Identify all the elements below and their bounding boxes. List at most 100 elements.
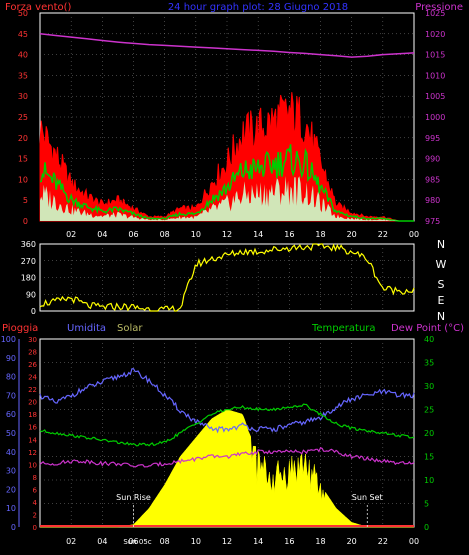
wind-tick-label: 35 xyxy=(18,71,28,80)
humidity-tick-label: 100 xyxy=(1,335,16,344)
environment-x-tick-label: 08 xyxy=(160,537,170,546)
humidity-tick-label: 0 xyxy=(11,523,16,532)
pressure-tick-label: 990 xyxy=(425,155,440,164)
dewpoint-series xyxy=(39,447,415,468)
environment-x-tick-label: 12 xyxy=(222,537,232,546)
wind-x-tick-label: 12 xyxy=(222,230,232,239)
humidity-tick-label: 30 xyxy=(6,467,16,476)
environment-x-tick-label: 02 xyxy=(66,537,76,546)
sunset-label: Sun Set xyxy=(352,493,383,502)
temperature-series xyxy=(39,403,415,447)
wind-x-tick-label: 04 xyxy=(97,230,107,239)
environment-x-tick-label: 06 xyxy=(128,537,138,546)
solar-axis-label: Solar xyxy=(117,323,143,334)
direction-tick-label: 0 xyxy=(31,307,36,316)
pressure-axis-label: Pressione xyxy=(415,2,463,13)
pressure-tick-label: 980 xyxy=(425,196,440,205)
humidity-tick-label: 10 xyxy=(6,504,16,513)
temperature-axis-label: Temperatura xyxy=(311,323,376,334)
humidity-series xyxy=(39,368,415,434)
rain-tick-label: 26 xyxy=(28,361,37,369)
pressure-tick-label: 1000 xyxy=(425,113,445,122)
wind-tick-label: 40 xyxy=(18,51,28,60)
wind-x-tick-label: 14 xyxy=(253,230,263,239)
environment-x-tick-label: 04 xyxy=(97,537,107,546)
environment-plot: 0102030405060708090100024681012141618202… xyxy=(1,335,434,546)
compass-label-n: N xyxy=(437,310,445,323)
temperature-tick-label: 10 xyxy=(424,476,434,485)
wind-pressure-panel: Forza vento() 24 hour graph plot: 28 Giu… xyxy=(5,2,463,239)
environment-x-tick-label: 10 xyxy=(191,537,201,546)
sun-time-label: Sun 05c xyxy=(123,538,151,546)
pressure-tick-label: 1025 xyxy=(425,9,445,18)
wind-x-tick-label: 18 xyxy=(315,230,325,239)
pressure-tick-label: 1005 xyxy=(425,92,445,101)
wind-plot: 0510152025303540455097598098599099510001… xyxy=(18,9,446,239)
wind-panel-title: 24 hour graph plot: 28 Giugno 2018 xyxy=(168,2,348,13)
wind-x-tick-label: 16 xyxy=(284,230,294,239)
temperature-tick-label: 35 xyxy=(424,359,434,368)
humidity-tick-label: 70 xyxy=(6,391,16,400)
sunrise-label: Sun Rise xyxy=(116,493,151,502)
environment-x-tick-label: 00 xyxy=(409,537,419,546)
wind-tick-label: 5 xyxy=(23,196,28,205)
wind-tick-label: 20 xyxy=(18,134,28,143)
temperature-tick-label: 5 xyxy=(424,500,429,509)
wind-tick-label: 25 xyxy=(18,113,28,122)
rain-tick-label: 14 xyxy=(28,436,37,444)
compass-label-n: N xyxy=(437,238,445,251)
environment-x-tick-label: 18 xyxy=(315,537,325,546)
rain-tick-label: 2 xyxy=(33,511,37,519)
environment-x-tick-label: 20 xyxy=(347,537,357,546)
humidity-tick-label: 90 xyxy=(6,354,16,363)
rain-tick-label: 22 xyxy=(28,386,37,394)
rain-tick-label: 10 xyxy=(28,461,37,469)
direction-tick-label: 90 xyxy=(26,290,36,299)
pressure-tick-label: 995 xyxy=(425,134,440,143)
compass-label-e: E xyxy=(438,294,445,307)
humidity-axis-label: Umidita xyxy=(67,323,106,334)
environment-x-tick-label: 16 xyxy=(284,537,294,546)
rain-tick-label: 20 xyxy=(28,399,37,407)
wind-x-tick-label: 10 xyxy=(191,230,201,239)
direction-tick-label: 180 xyxy=(21,274,36,283)
temperature-tick-label: 40 xyxy=(424,335,434,344)
environment-x-tick-label: 14 xyxy=(253,537,263,546)
rain-tick-label: 28 xyxy=(28,349,37,357)
wind-x-tick-label: 06 xyxy=(128,230,138,239)
pressure-tick-label: 1015 xyxy=(425,51,445,60)
wind-axis-label: Forza vento() xyxy=(5,2,72,13)
pressure-tick-label: 1020 xyxy=(425,30,445,39)
rain-tick-label: 4 xyxy=(33,499,38,507)
temperature-tick-label: 25 xyxy=(424,406,434,415)
temperature-tick-label: 20 xyxy=(424,429,434,438)
rain-tick-label: 30 xyxy=(28,336,37,344)
humidity-tick-label: 20 xyxy=(6,485,16,494)
environment-panel: Pioggia Umidita Solar Temperatura Dew Po… xyxy=(1,323,464,546)
temperature-tick-label: 15 xyxy=(424,453,434,462)
humidity-tick-label: 40 xyxy=(6,448,16,457)
wind-tick-label: 50 xyxy=(18,9,28,18)
humidity-tick-label: 50 xyxy=(6,429,16,438)
compass-label-w: W xyxy=(436,258,447,271)
rain-tick-label: 12 xyxy=(28,449,37,457)
temperature-tick-label: 0 xyxy=(424,523,429,532)
wind-tick-label: 45 xyxy=(18,30,28,39)
dewpoint-axis-label: Dew Point (°C) xyxy=(391,323,464,334)
wind-average-series xyxy=(39,144,414,222)
environment-x-tick-label: 22 xyxy=(378,537,388,546)
wind-x-tick-label: 02 xyxy=(66,230,76,239)
pressure-tick-label: 985 xyxy=(425,175,440,184)
rain-tick-label: 8 xyxy=(33,474,37,482)
rain-tick-label: 6 xyxy=(33,486,38,494)
humidity-tick-label: 60 xyxy=(6,410,16,419)
wind-x-tick-label: 08 xyxy=(160,230,170,239)
temperature-tick-label: 30 xyxy=(424,382,434,391)
direction-tick-label: 270 xyxy=(21,257,36,266)
humidity-tick-label: 80 xyxy=(6,373,16,382)
wind-tick-label: 10 xyxy=(18,175,28,184)
pressure-series xyxy=(39,33,415,58)
